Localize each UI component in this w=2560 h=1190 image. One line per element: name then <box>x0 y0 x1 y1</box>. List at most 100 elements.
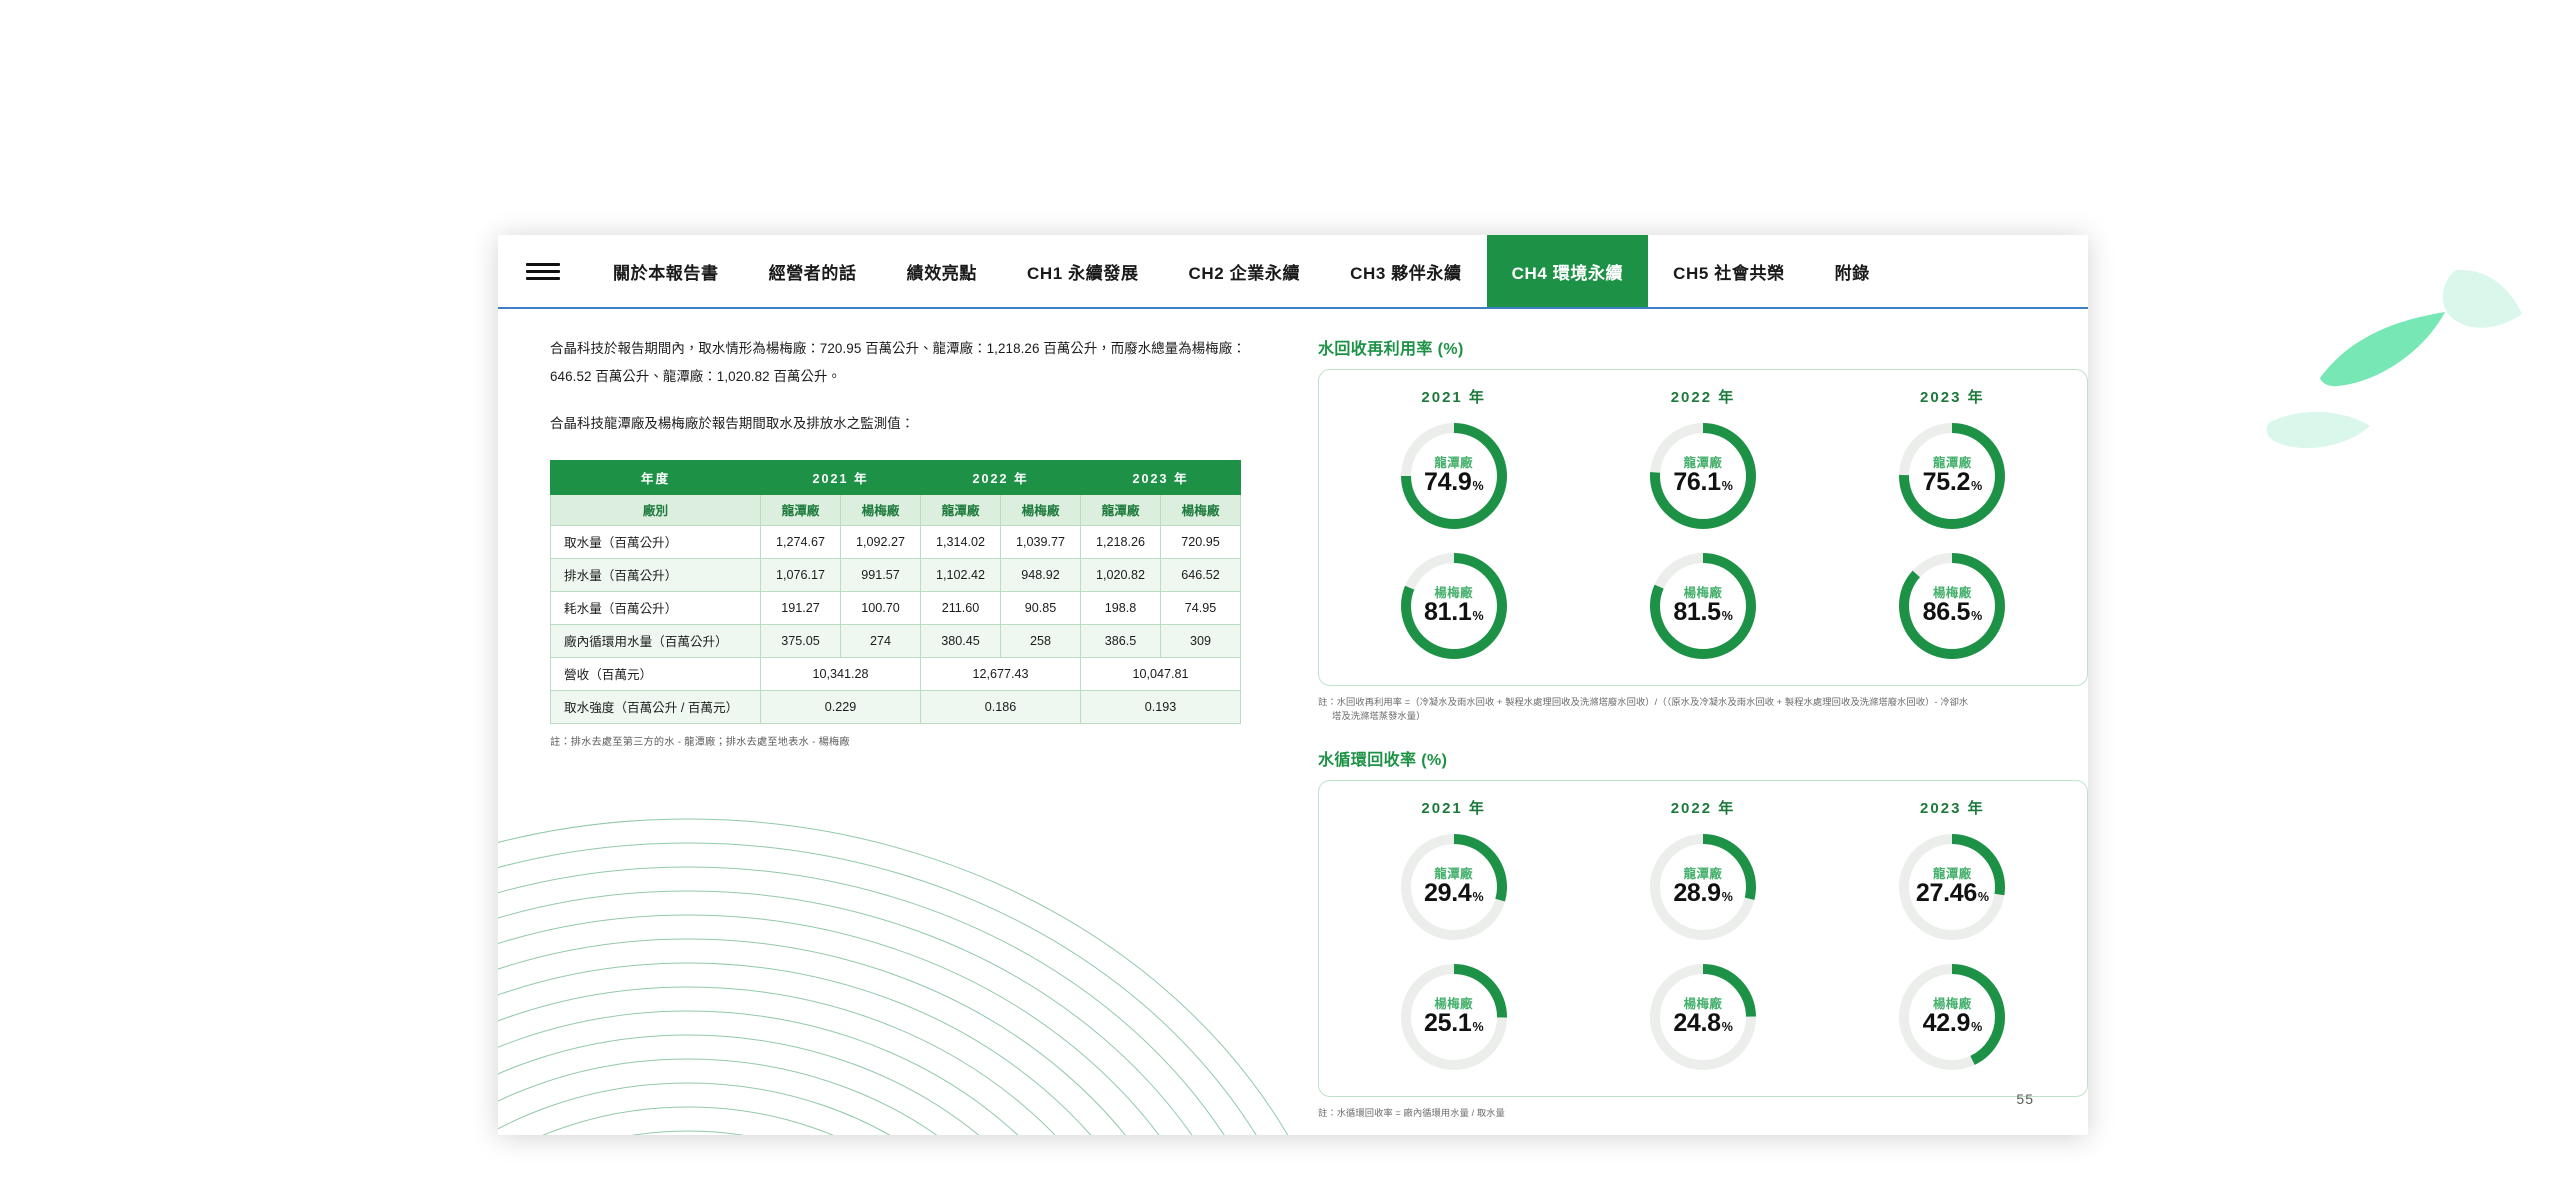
chart-title-water-circulation: 水循環回收率 (%) <box>1318 751 1448 769</box>
cell: 90.85 <box>1000 590 1082 625</box>
page-content: 合晶科技於報告期間內，取水情形為楊梅廠：720.95 百萬公升、龍潭廠：1,21… <box>498 309 2088 1120</box>
left-column: 合晶科技於報告期間內，取水情形為楊梅廠：720.95 百萬公升、龍潭廠：1,21… <box>550 335 1272 1120</box>
table-header-plants: 廠別 龍潭廠 楊梅廠 龍潭廠 楊梅廠 龍潭廠 楊梅廠 <box>550 493 1242 526</box>
nav-item-message[interactable]: 經營者的話 <box>768 263 857 283</box>
decorative-leaves <box>2260 210 2560 470</box>
gauge-value: 81.5% <box>1673 598 1733 627</box>
gauge-stack: 龍潭廠 27.46% 楊梅廠 <box>1828 828 2077 1076</box>
cell: 198.8 <box>1080 590 1162 625</box>
page-number: 55 <box>2016 1091 2034 1107</box>
cell: 191.27 <box>760 590 841 625</box>
th-year-2021: 2021 年 <box>759 459 922 495</box>
gauge-yangmei-2023-reuse: 楊梅廠 86.5% <box>1893 547 2011 665</box>
cell: 1,092.27 <box>839 524 922 559</box>
gauge-number: 81.5 <box>1673 598 1721 627</box>
gauge-number: 74.9 <box>1424 468 1472 497</box>
gauge-plant-label: 龍潭廠 <box>1932 866 1972 881</box>
cell: 0.229 <box>759 689 922 724</box>
gauge-yangmei-2022-reuse: 楊梅廠 81.5% <box>1644 547 1762 665</box>
table-row: 排水量（百萬公升） 1,076.17 991.57 1,102.42 948.9… <box>550 557 1242 592</box>
gauge-longtan-2022-reuse: 龍潭廠 76.1% <box>1644 417 1762 535</box>
cell: 274 <box>839 623 922 658</box>
intro-paragraph-2: 合晶科技龍潭廠及楊梅廠於報告期間取水及排放水之監測值： <box>550 416 915 432</box>
percent-symbol: % <box>1721 479 1733 494</box>
nav-item-highlights[interactable]: 績效亮點 <box>906 263 978 283</box>
gauge-longtan-2022-circulation: 龍潭廠 28.9% <box>1644 828 1762 946</box>
percent-symbol: % <box>1971 1020 1982 1035</box>
nav-item-appendix[interactable]: 附錄 <box>1834 263 1870 283</box>
gauge-number: 75.2 <box>1922 468 1971 497</box>
percent-symbol: % <box>1472 479 1484 494</box>
nav-item-ch5[interactable]: CH5 社會共榮 <box>1673 263 1785 283</box>
row-label: 取水強度（百萬公升 / 百萬元） <box>550 689 761 724</box>
cell: 386.5 <box>1080 623 1162 658</box>
th-plant-label: 廠別 <box>550 493 761 526</box>
gauge-value: 27.46% <box>1916 881 1989 906</box>
footnote-line-2: 塔及洗滌塔蒸發水量） <box>1332 711 1426 722</box>
gauge-grid: 2021 年 龍潭廠 29.4% <box>1329 797 2077 1076</box>
row-label: 營收（百萬元） <box>550 656 761 691</box>
gauge-longtan-2023-circulation: 龍潭廠 27.46% <box>1893 828 2011 946</box>
gauge-column-2023: 2023 年 龍潭廠 75.2% <box>1828 386 2077 665</box>
gauge-plant-label: 龍潭廠 <box>1434 866 1473 881</box>
percent-symbol: % <box>1977 890 1989 905</box>
table-footnote: 註：排水去處至第三方的水 - 龍潭廠；排水去處至地表水 - 楊梅廠 <box>550 736 850 748</box>
gauge-column-year: 2021 年 <box>1421 799 1486 817</box>
gauge-column-2021: 2021 年 龍潭廠 74.9% <box>1329 386 1578 665</box>
gauge-number: 25.1 <box>1424 1009 1472 1038</box>
chart-footnote-water-reuse: 註：水回收再利用率 =（冷凝水及雨水回收 + 製程水處理回收及洗滌塔廢水回收）/… <box>1318 695 2088 724</box>
cell: 720.95 <box>1160 524 1242 559</box>
gauge-grid: 2021 年 龍潭廠 74.9% <box>1329 386 2077 665</box>
th-year-2023: 2023 年 <box>1080 459 1242 495</box>
nav-item-about[interactable]: 關於本報告書 <box>613 263 719 283</box>
nav-item-ch1[interactable]: CH1 永續發展 <box>1027 263 1139 283</box>
gauge-stack: 龍潭廠 75.2% 楊梅廠 <box>1828 417 2077 665</box>
gauge-yangmei-2021-reuse: 楊梅廠 81.1% <box>1395 547 1513 665</box>
percent-symbol: % <box>1721 890 1733 905</box>
cell: 12,677.43 <box>920 656 1082 691</box>
cell: 0.186 <box>920 689 1082 724</box>
hamburger-menu-icon <box>526 262 560 280</box>
gauge-value: 24.8% <box>1673 1011 1733 1036</box>
nav-item-list: 關於本報告書 經營者的話 績效亮點 CH1 永續發展 CH2 企業永續 CH3 … <box>588 235 2088 307</box>
cell: 258 <box>1000 623 1082 658</box>
chart-title-water-reuse: 水回收再利用率 (%) <box>1318 341 1464 358</box>
gauge-yangmei-2021-circulation: 楊梅廠 25.1% <box>1395 958 1513 1076</box>
gauge-plant-label: 楊梅廠 <box>1932 585 1972 600</box>
gauge-column-year: 2021 年 <box>1421 389 1486 406</box>
gauge-longtan-2021-reuse: 龍潭廠 74.9% <box>1395 417 1513 535</box>
nav-item-ch3[interactable]: CH3 夥伴永續 <box>1350 263 1462 283</box>
nav-item-ch4[interactable]: CH4 環境永續 <box>1486 235 1649 307</box>
gauge-plant-label: 龍潭廠 <box>1683 866 1723 881</box>
gauge-plant-label: 楊梅廠 <box>1434 585 1473 600</box>
table-header-years: 年度 2021 年 2022 年 2023 年 <box>550 459 1242 495</box>
percent-symbol: % <box>1472 1020 1484 1035</box>
gauge-stack: 龍潭廠 28.9% 楊梅廠 <box>1578 828 1827 1076</box>
gauge-value: 28.9% <box>1673 879 1733 908</box>
th-year-2022: 2022 年 <box>920 459 1082 495</box>
right-column: 水回收再利用率 (%) 2021 年 龍潭廠 <box>1318 335 2088 1120</box>
gauge-value: 75.2% <box>1922 468 1983 497</box>
table-head: 年度 2021 年 2022 年 2023 年 廠別 龍潭廠 楊梅廠 龍潭廠 楊… <box>550 459 1242 526</box>
cell: 309 <box>1160 623 1242 658</box>
table-row: 取水量（百萬公升） 1,274.67 1,092.27 1,314.02 1,0… <box>550 524 1242 559</box>
hamburger-menu-button[interactable] <box>498 235 588 307</box>
gauge-plant-label: 龍潭廠 <box>1932 455 1972 470</box>
gauge-yangmei-2023-circulation: 楊梅廠 42.9% <box>1893 958 2011 1076</box>
nav-item-ch2[interactable]: CH2 企業永續 <box>1188 263 1301 283</box>
cell: 10,047.81 <box>1080 656 1242 691</box>
percent-symbol: % <box>1721 609 1733 624</box>
cell: 1,076.17 <box>760 557 841 592</box>
gauge-value: 81.1% <box>1424 600 1484 625</box>
gauge-yangmei-2022-circulation: 楊梅廠 24.8% <box>1644 958 1762 1076</box>
gauge-number: 76.1 <box>1673 468 1721 497</box>
th-plant-5: 楊梅廠 <box>1160 493 1242 526</box>
gauge-value: 76.1% <box>1673 468 1733 497</box>
gauge-plant-label: 龍潭廠 <box>1683 455 1723 470</box>
nav-divider <box>498 307 2088 309</box>
th-plant-2: 龍潭廠 <box>920 493 1002 526</box>
table-row: 營收（百萬元） 10,341.28 12,677.43 10,047.81 <box>550 656 1242 691</box>
cell: 1,218.26 <box>1080 524 1162 559</box>
gauge-number: 42.9 <box>1922 1009 1971 1038</box>
gauge-number: 28.9 <box>1673 879 1721 908</box>
